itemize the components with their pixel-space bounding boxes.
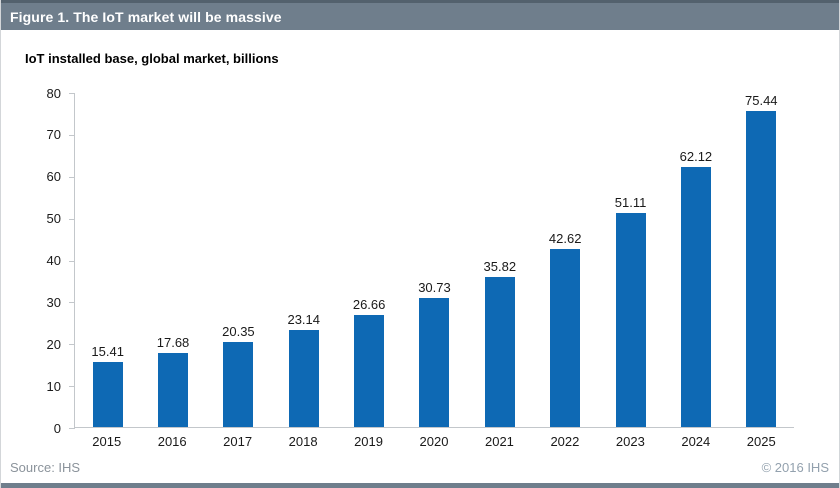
bar-value-label: 75.44 — [744, 93, 778, 109]
bar-value-label: 62.12 — [679, 148, 713, 164]
y-tick-mark — [69, 134, 75, 136]
bar: 42.62 — [549, 231, 581, 427]
y-tick-label: 40 — [46, 253, 61, 268]
x-tick-label: 2025 — [746, 434, 776, 449]
bar: 17.68 — [157, 335, 189, 427]
y-tick-mark — [69, 344, 75, 346]
x-tick-label: 2019 — [354, 434, 383, 449]
y-tick-label: 70 — [46, 127, 61, 143]
x-axis-labels: 2015 2016 2017 2018 2019 2020 2021 2022 2023 2024… — [74, 434, 794, 449]
bar-value-label: 35.82 — [483, 259, 517, 275]
bar: 75.44 — [745, 93, 778, 427]
y-tick-mark — [69, 260, 75, 262]
figure-footer: Source: IHS © 2016 IHS — [1, 460, 839, 475]
chart-subtitle: IoT installed base, global market, billi… — [25, 51, 279, 66]
y-tick-label: 10 — [46, 378, 61, 394]
y-tick-mark — [69, 218, 75, 220]
y-tick-mark — [69, 176, 75, 178]
bar: 15.41 — [91, 344, 124, 427]
bar-value-label: 42.62 — [548, 230, 582, 246]
copyright-note: © 2016 IHS — [761, 460, 829, 475]
y-tick-mark — [69, 428, 75, 429]
y-tick-label: 20 — [46, 336, 61, 352]
x-tick-label: 2016 — [157, 434, 187, 449]
y-tick-label: 50 — [46, 211, 61, 227]
x-tick-label: 2023 — [615, 434, 645, 449]
bar-chart: 0 10 20 30 40 50 60 70 80 15.41 17.68 20.35 23.14 26… — [47, 86, 794, 436]
y-tick-label: 0 — [53, 420, 61, 436]
bar-column: 75.44 — [729, 93, 794, 427]
bar: 26.66 — [353, 297, 385, 427]
figure-title: Figure 1. The IoT market will be massive — [10, 8, 282, 25]
x-tick-label: 2021 — [484, 434, 514, 449]
bar-column: 17.68 — [140, 93, 205, 427]
bar: 51.11 — [615, 195, 646, 427]
source-note: Source: IHS — [10, 460, 81, 475]
x-tick-label: 2015 — [92, 434, 122, 449]
bar-column: 51.11 — [598, 93, 663, 427]
bar: 23.14 — [287, 312, 320, 427]
y-tick-mark — [69, 386, 75, 388]
bar-value-label: 51.11 — [614, 194, 647, 210]
bar-value-label: 15.41 — [91, 344, 124, 360]
bar: 62.12 — [680, 149, 712, 427]
bar-value-label: 30.73 — [418, 280, 451, 296]
bar-column: 20.35 — [206, 93, 271, 427]
bar-value-label: 17.68 — [156, 334, 190, 350]
figure-bottom-bar — [1, 483, 839, 488]
bar-value-label: 20.35 — [222, 323, 255, 339]
y-tick-label: 60 — [46, 169, 61, 185]
bar-column: 15.41 — [75, 93, 140, 427]
bar: 30.73 — [418, 280, 451, 427]
bar-column: 23.14 — [271, 93, 336, 427]
bar-column: 30.73 — [402, 93, 467, 427]
bar-column: 62.12 — [663, 93, 728, 427]
y-tick-label: 80 — [46, 85, 61, 101]
bar-column: 35.82 — [467, 93, 532, 427]
bar-value-label: 26.66 — [352, 297, 386, 313]
x-tick-label: 2017 — [223, 434, 253, 449]
bar-column: 26.66 — [336, 93, 401, 427]
x-tick-label: 2018 — [288, 434, 318, 449]
y-tick-label: 30 — [46, 294, 61, 310]
x-tick-label: 2024 — [681, 434, 711, 449]
x-tick-label: 2022 — [550, 434, 580, 449]
y-tick-mark — [69, 93, 75, 94]
y-tick-mark — [69, 302, 75, 304]
bar: 35.82 — [484, 259, 516, 427]
bar-column: 42.62 — [533, 93, 598, 427]
x-tick-label: 2020 — [419, 434, 449, 449]
figure-title-bar: Figure 1. The IoT market will be massive — [1, 0, 839, 30]
bar-value-label: 23.14 — [287, 312, 321, 328]
bar: 20.35 — [222, 324, 255, 427]
plot-area: 15.41 17.68 20.35 23.14 26.66 30.73 35.82 42.62… — [75, 93, 794, 427]
